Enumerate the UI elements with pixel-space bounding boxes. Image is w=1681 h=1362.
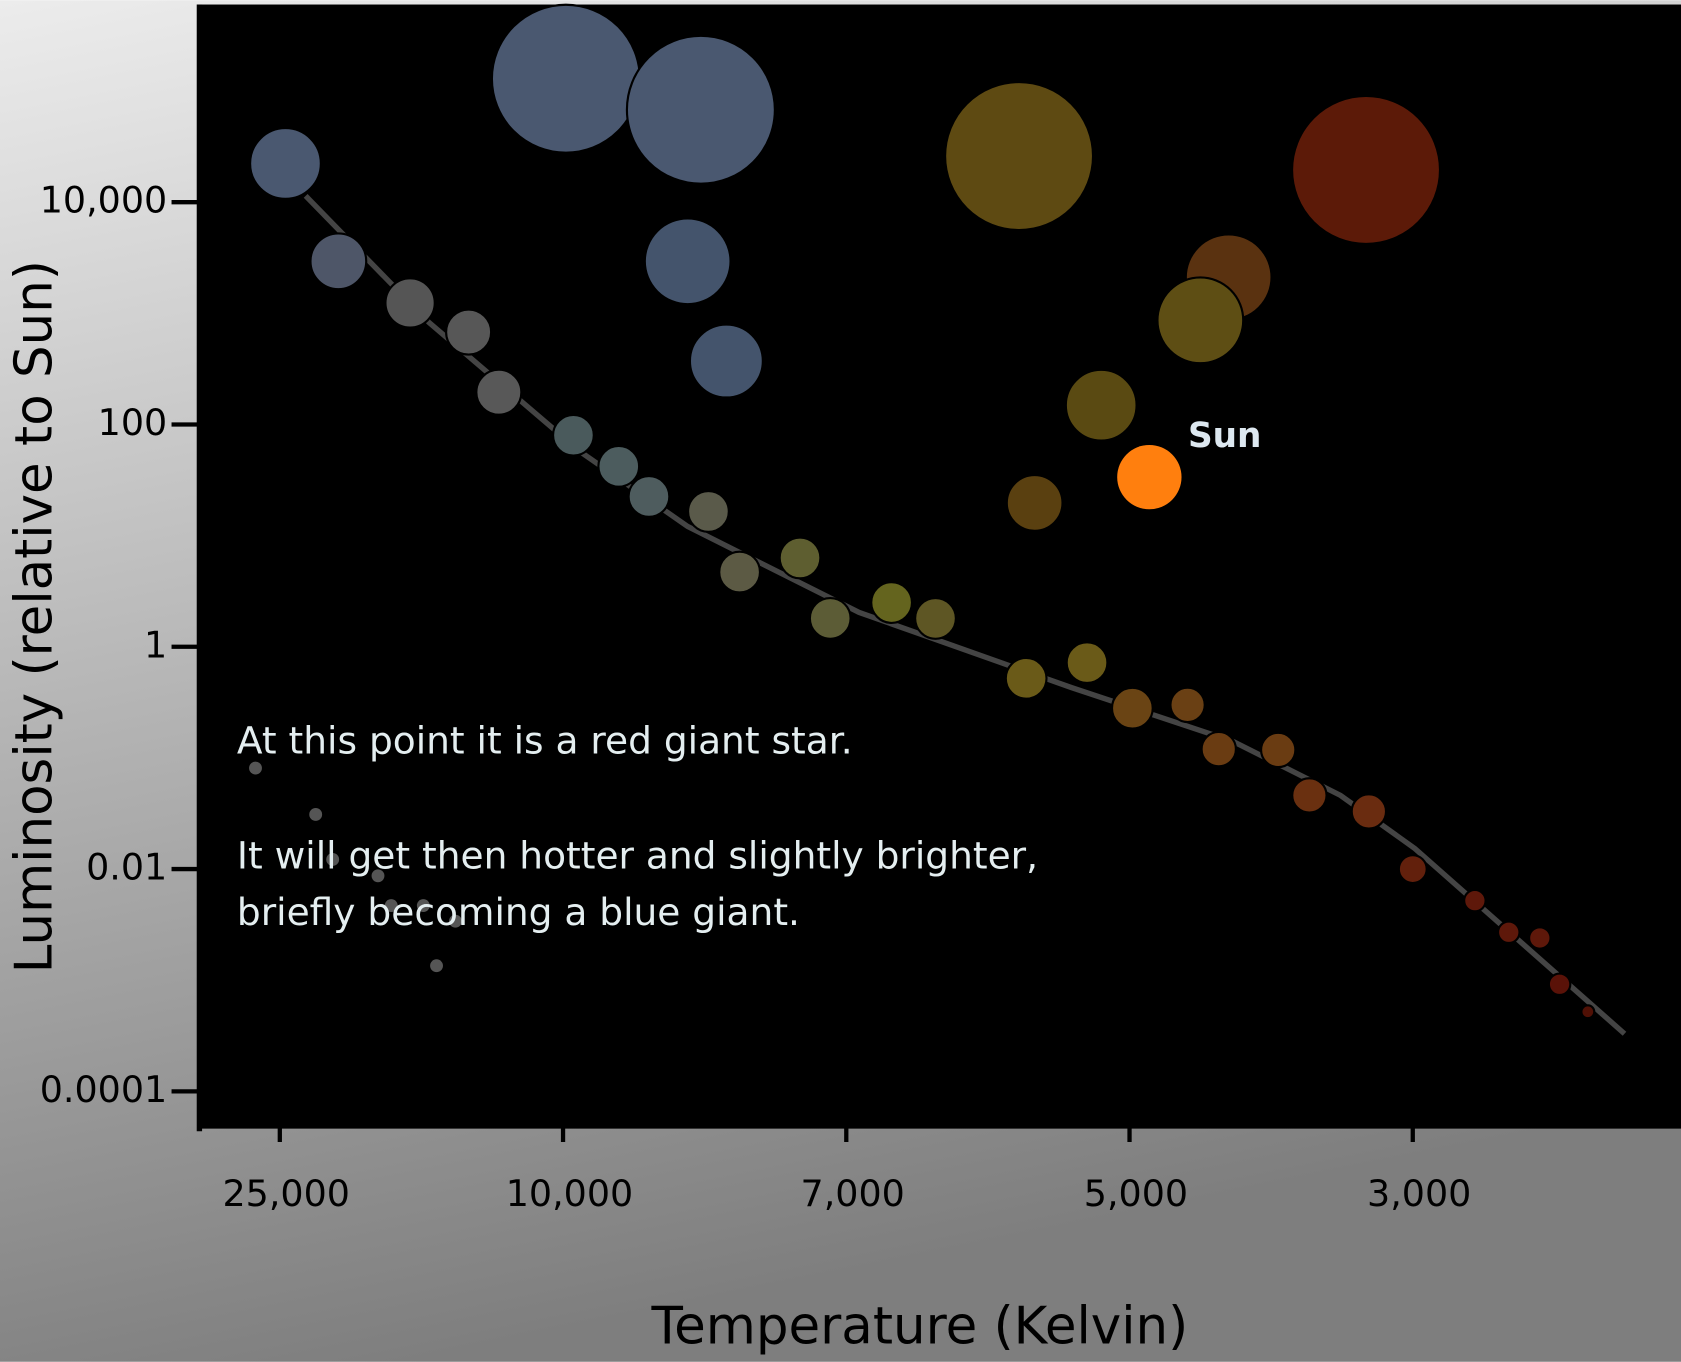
star <box>1006 658 1047 699</box>
star <box>553 415 594 456</box>
y-tick-label: 10,000 <box>40 179 168 222</box>
star <box>1529 927 1550 948</box>
sun <box>1117 445 1181 509</box>
white-dwarf <box>430 959 443 972</box>
y-tick-label: 0.01 <box>86 846 167 889</box>
y-tick-label: 1 <box>144 623 167 666</box>
y-tick-label: 100 <box>98 401 168 444</box>
star <box>871 582 912 623</box>
star <box>1261 733 1295 767</box>
annotation-text: It will get then hotter and slightly bri… <box>237 833 1038 877</box>
x-axis-title: Temperature (Kelvin) <box>650 1297 1188 1357</box>
star <box>645 218 731 304</box>
star <box>446 310 491 355</box>
star <box>690 325 763 398</box>
star <box>1112 688 1153 729</box>
star <box>492 5 640 153</box>
y-tick-label: 0.0001 <box>40 1068 168 1111</box>
star <box>1464 890 1485 911</box>
x-tick-label: 7,000 <box>801 1172 905 1215</box>
star <box>719 552 760 593</box>
star <box>1066 370 1137 441</box>
star <box>629 476 670 517</box>
x-tick-label: 25,000 <box>222 1172 350 1215</box>
star <box>810 598 851 639</box>
star <box>476 370 521 415</box>
star <box>1007 475 1063 531</box>
y-axis-title: Luminosity (relative to Sun) <box>5 260 65 973</box>
star <box>1581 1005 1594 1018</box>
star <box>1498 922 1519 943</box>
x-tick-label: 5,000 <box>1084 1172 1188 1215</box>
white-dwarf <box>309 808 322 821</box>
white-dwarf <box>249 762 262 775</box>
star <box>1292 778 1326 812</box>
star <box>1170 688 1204 722</box>
star <box>627 36 775 184</box>
star <box>915 598 956 639</box>
star <box>598 446 639 487</box>
star <box>1292 96 1440 244</box>
star <box>250 128 321 199</box>
x-tick-label: 3,000 <box>1367 1172 1471 1215</box>
star <box>1202 732 1236 766</box>
sun-label: Sun <box>1188 416 1262 456</box>
star <box>1067 642 1108 683</box>
star <box>688 491 729 532</box>
star <box>1549 974 1570 995</box>
plot-area <box>199 5 1681 1126</box>
star <box>1157 277 1243 363</box>
star <box>310 233 366 289</box>
star <box>1399 855 1427 883</box>
x-tick-label: 10,000 <box>506 1172 633 1215</box>
star <box>385 278 434 327</box>
chart: Temperature (Kelvin) Luminosity (relativ… <box>0 0 1681 1362</box>
annotation-text: At this point it is a red giant star. <box>237 719 853 763</box>
annotation-text: briefly becoming a blue giant. <box>237 890 800 934</box>
star <box>945 82 1093 230</box>
star <box>1352 794 1386 828</box>
star <box>780 538 821 579</box>
